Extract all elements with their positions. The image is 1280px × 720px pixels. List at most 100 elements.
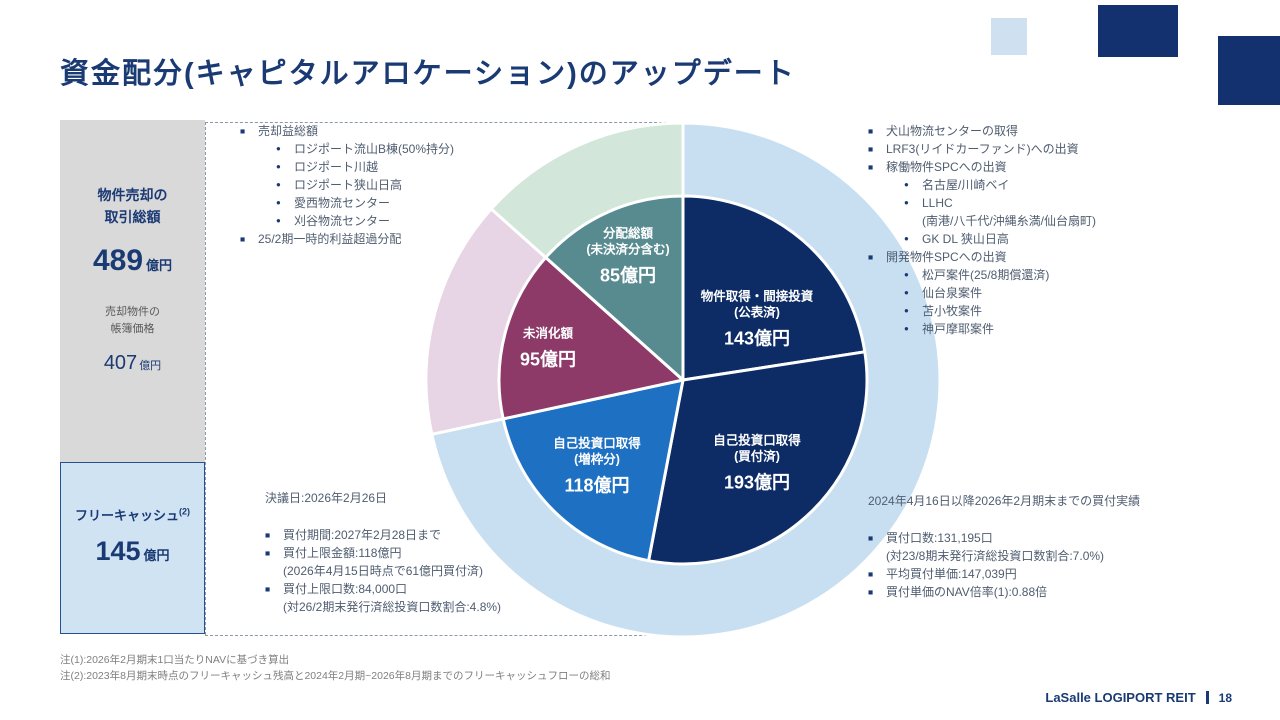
list-heading: 2024年4月16日以降2026年2月期末までの買付実績 bbox=[868, 492, 1263, 510]
pie-segment-name: (買付済) bbox=[734, 449, 780, 464]
capital-allocation-chart: 物件取得・間接投資(公表済)143億円自己投資口取得(買付済)193億円自己投資… bbox=[424, 121, 942, 639]
circle-bullet-icon: ● bbox=[904, 288, 909, 297]
list-item-text: 名古屋/川崎ベイ bbox=[922, 178, 1010, 192]
list-heading: 決議日:2026年2月26日 bbox=[265, 489, 585, 507]
pie-segment bbox=[647, 350, 869, 566]
circle-bullet-icon: ● bbox=[276, 216, 281, 225]
square-bullet-icon: ■ bbox=[868, 252, 874, 262]
free-cash-box: フリーキャッシュ(2) 145 億円 bbox=[60, 462, 205, 634]
pie-segment-label: 自己投資口取得(買付済) 193億円 bbox=[713, 433, 801, 493]
list-item: ● ロジポート川越 bbox=[240, 158, 540, 176]
free-cash-label-text: フリーキャッシュ bbox=[74, 508, 179, 523]
square-bullet-icon: ■ bbox=[265, 548, 271, 558]
circle-bullet-icon: ● bbox=[276, 144, 281, 153]
list-item-text: 仙台泉案件 bbox=[922, 286, 983, 300]
pie-segment-value: 118億円 bbox=[564, 475, 629, 496]
buyback-results-list: 2024年4月16日以降2026年2月期末までの買付実績 ■ 買付口数:131,19… bbox=[868, 492, 1263, 601]
list-item-text: 刈谷物流センター bbox=[294, 214, 391, 228]
list-item-text: LLHC bbox=[922, 196, 953, 210]
sale-amount-value: 489 bbox=[92, 244, 144, 277]
footnote-1: 注(1):2026年2月期末1口当たりNAVに基づき算出 bbox=[60, 654, 290, 666]
pie-segment-name: 分配総額 bbox=[603, 226, 654, 241]
square-bullet-icon: ■ bbox=[868, 162, 874, 172]
list-item: ■ 買付口数:131,195口 bbox=[868, 529, 1263, 547]
pie-segment-label: 分配総額(未決済分含む) 85億円 bbox=[586, 226, 669, 286]
footer-separator bbox=[1205, 691, 1209, 704]
square-bullet-icon: ■ bbox=[868, 569, 874, 579]
book-value-label-line1: 売却物件の bbox=[105, 306, 160, 318]
list-item-text: 松戸案件(25/8期償還済) bbox=[922, 268, 1050, 282]
pie-segment-value: 143億円 bbox=[724, 328, 790, 349]
sale-box-title-line1: 物件売却の bbox=[97, 187, 168, 203]
pie-segment-name: 物件取得・間接投資 bbox=[701, 289, 814, 304]
list-item-text: 神戸摩耶案件 bbox=[922, 322, 995, 336]
list-item: ■ 買付上限口数:84,000口 bbox=[265, 580, 585, 598]
pie-segment bbox=[681, 194, 867, 382]
page-number: 18 bbox=[1218, 690, 1232, 705]
list-item-text: ロジポート狭山日高 bbox=[294, 178, 403, 192]
list-item: ● ロジポート流山B棟(50%持分) bbox=[240, 140, 540, 158]
list-item-text: (対23/8期末発行済総投資口数割合:7.0%) bbox=[886, 549, 1105, 563]
list-item-text: 平均買付単価:147,039円 bbox=[886, 567, 1017, 581]
list-item-text: (対26/2期末発行済総投資口数割合:4.8%) bbox=[283, 600, 502, 614]
list-item-text: 買付上限金額:118億円 bbox=[283, 546, 402, 560]
square-bullet-icon: ■ bbox=[868, 144, 874, 154]
sale-box-title: 物件売却の 取引総額 bbox=[60, 184, 205, 228]
pie-segment-value: 85億円 bbox=[600, 265, 656, 286]
list-item-text: 決議日:2026年2月26日 bbox=[265, 491, 388, 505]
list-item: ● 松戸案件(25/8期償還済) bbox=[868, 266, 1263, 284]
list-item: ■ 稼働物件SPCへの出資 bbox=[868, 158, 1263, 176]
book-value-label: 売却物件の 帳簿価格 bbox=[60, 304, 205, 338]
circle-bullet-icon: ● bbox=[904, 198, 909, 207]
list-item: ● 愛西物流センター bbox=[240, 194, 540, 212]
list-item: ■ 開発物件SPCへの出資 bbox=[868, 248, 1263, 266]
square-bullet-icon: ■ bbox=[868, 126, 874, 136]
list-item-text: 買付上限口数:84,000口 bbox=[283, 582, 408, 596]
dashed-line-left bbox=[205, 122, 206, 635]
pie-segment-name: 自己投資口取得 bbox=[713, 433, 801, 448]
pie-segment-name: (公表済) bbox=[734, 305, 780, 320]
list-item-text: (南港/八千代/沖縄糸満/仙台扇町) bbox=[922, 214, 1096, 228]
circle-bullet-icon: ● bbox=[904, 234, 909, 243]
list-item-text: 稼働物件SPCへの出資 bbox=[886, 160, 1007, 174]
list-item-text: 開発物件SPCへの出資 bbox=[886, 250, 1007, 264]
list-item-text: 2024年4月16日以降2026年2月期末までの買付実績 bbox=[868, 494, 1141, 508]
list-item: ● ロジポート狭山日高 bbox=[240, 176, 540, 194]
circle-bullet-icon: ● bbox=[904, 270, 909, 279]
square-bullet-icon: ■ bbox=[265, 530, 271, 540]
investment-list: ■ 犬山物流センターの取得 ■ LRF3(リイドカーファンド)への出資 ■ 稼働物件SPC… bbox=[868, 122, 1263, 338]
pie-segment-name: 自己投資口取得 bbox=[553, 436, 641, 451]
deco-rect-navy bbox=[1098, 5, 1178, 57]
pie-segment-name: (未決済分含む) bbox=[586, 242, 669, 257]
list-item-text: 買付口数:131,195口 bbox=[886, 531, 993, 545]
list-item-text: ロジポート川越 bbox=[294, 160, 379, 174]
square-bullet-icon: ■ bbox=[868, 533, 874, 543]
list-item: ● 神戸摩耶案件 bbox=[868, 320, 1263, 338]
pie-segment-value: 193億円 bbox=[724, 472, 790, 493]
free-cash-amount: 145 億円 bbox=[61, 536, 204, 567]
list-item: ● LLHC bbox=[868, 194, 1263, 212]
list-item-text: 売却益総額 bbox=[258, 124, 319, 138]
dashed-line-top bbox=[205, 122, 697, 123]
list-item-text: (2026年4月15日時点で61億円買付済) bbox=[283, 564, 484, 578]
pie-segment-name: (増枠分) bbox=[574, 452, 620, 467]
footnotes: 注(1):2026年2月期末1口当たりNAVに基づき算出 注(2):2023年8… bbox=[60, 652, 610, 684]
list-item: ● 苫小牧案件 bbox=[868, 302, 1263, 320]
circle-bullet-icon: ● bbox=[276, 180, 281, 189]
circle-bullet-icon: ● bbox=[904, 180, 909, 189]
pie-segment-label: 自己投資口取得(増枠分) 118億円 bbox=[553, 436, 641, 496]
page-title: 資金配分(キャピタルアロケーション)のアップデート bbox=[60, 58, 796, 90]
pie-segment bbox=[497, 256, 685, 421]
square-bullet-icon: ■ bbox=[240, 126, 246, 136]
list-item-text: 買付単価のNAV倍率(1):0.88倍 bbox=[886, 585, 1048, 599]
brand-name: LaSalle LOGIPORT REIT bbox=[1045, 690, 1196, 705]
list-item-text: 犬山物流センターの取得 bbox=[886, 124, 1019, 138]
free-cash-value: 145 bbox=[95, 536, 141, 566]
list-item: (2026年4月15日時点で61億円買付済) bbox=[265, 562, 585, 580]
divestment-list: ■ 売却益総額 ● ロジポート流山B棟(50%持分) ● ロジポート川越 ● ロジポート狭山日… bbox=[240, 122, 540, 248]
circle-bullet-icon: ● bbox=[904, 306, 909, 315]
pie-segment-name: 未消化額 bbox=[522, 326, 574, 341]
list-item: (対23/8期末発行済総投資口数割合:7.0%) bbox=[868, 547, 1263, 565]
list-item: ● 名古屋/川崎ベイ bbox=[868, 176, 1263, 194]
square-bullet-icon: ■ bbox=[240, 234, 246, 244]
